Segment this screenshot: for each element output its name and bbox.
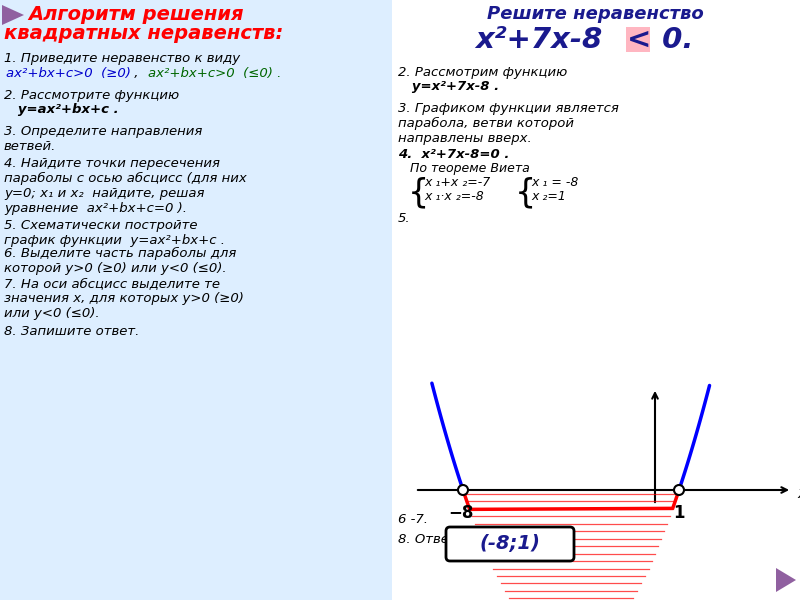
Text: 4.  x²+7x-8=0 .: 4. x²+7x-8=0 .: [398, 148, 510, 161]
Text: x ₁·x ₂=-8: x ₁·x ₂=-8: [424, 190, 484, 203]
Text: 1. Приведите неравенство к виду: 1. Приведите неравенство к виду: [4, 52, 240, 65]
Bar: [0, 0, 392, 600]
FancyBboxPatch shape: [446, 527, 574, 561]
Text: квадратных неравенств:: квадратных неравенств:: [4, 24, 283, 43]
Circle shape: [674, 485, 684, 495]
Text: 7. На оси абсцисс выделите те
значения x, для которых y>0 (≥0)
или y<0 (≤0).: 7. На оси абсцисс выделите те значения x…: [4, 277, 244, 320]
Polygon shape: [2, 5, 24, 25]
Text: Алгоритм решения: Алгоритм решения: [28, 5, 243, 24]
Text: (-8;1): (-8;1): [479, 534, 541, 553]
Text: 8. Ответ:: 8. Ответ:: [398, 533, 461, 546]
Bar: [626, 27, 650, 52]
Text: 0.: 0.: [652, 26, 694, 54]
Text: x: x: [797, 485, 800, 500]
Text: −8: −8: [448, 504, 474, 522]
Text: y=ax²+bx+c .: y=ax²+bx+c .: [4, 103, 118, 116]
Text: 3. Графиком функции является
парабола, ветви которой
направлены вверх.: 3. Графиком функции является парабола, в…: [398, 102, 619, 145]
Text: 3. Определите направления
ветвей.: 3. Определите направления ветвей.: [4, 125, 202, 153]
Polygon shape: [776, 568, 796, 592]
Text: Решите неравенство: Решите неравенство: [486, 5, 703, 23]
Text: 6. Выделите часть параболы для
которой y>0 (≥0) или y<0 (≤0).: 6. Выделите часть параболы для которой y…: [4, 247, 236, 275]
Text: 5. Схематически постройте
график функции  y=ax²+bx+c .: 5. Схематически постройте график функции…: [4, 219, 225, 247]
Text: ,: ,: [130, 67, 147, 80]
Text: 6 -7.: 6 -7.: [398, 513, 428, 526]
Text: <: <: [627, 26, 651, 54]
Text: 5.: 5.: [398, 212, 410, 225]
Text: {: {: [408, 176, 430, 209]
Text: x ₁+x ₂=-7: x ₁+x ₂=-7: [424, 176, 490, 189]
Text: 4. Найдите точки пересечения
параболы с осью абсцисс (для них
y=0; x₁ и x₂  найд: 4. Найдите точки пересечения параболы с …: [4, 157, 246, 215]
Text: По теореме Виета: По теореме Виета: [410, 162, 530, 175]
Text: 2. Рассмотрите функцию: 2. Рассмотрите функцию: [4, 89, 179, 102]
Text: {: {: [515, 176, 536, 209]
Text: 1: 1: [674, 504, 685, 522]
Text: ax²+bx+c>0  (≤0) .: ax²+bx+c>0 (≤0) .: [148, 67, 282, 80]
Text: x ₂=1: x ₂=1: [531, 190, 566, 203]
Circle shape: [458, 485, 468, 495]
Text: ax²+bx+c>0  (≥0): ax²+bx+c>0 (≥0): [6, 67, 131, 80]
Text: 8. Запишите ответ.: 8. Запишите ответ.: [4, 325, 139, 338]
Text: 2. Рассмотрим функцию: 2. Рассмотрим функцию: [398, 66, 567, 79]
Text: y=x²+7x-8 .: y=x²+7x-8 .: [398, 80, 499, 93]
Text: x²+7x-8: x²+7x-8: [475, 26, 612, 54]
Text: x ₁ = -8: x ₁ = -8: [531, 176, 578, 189]
